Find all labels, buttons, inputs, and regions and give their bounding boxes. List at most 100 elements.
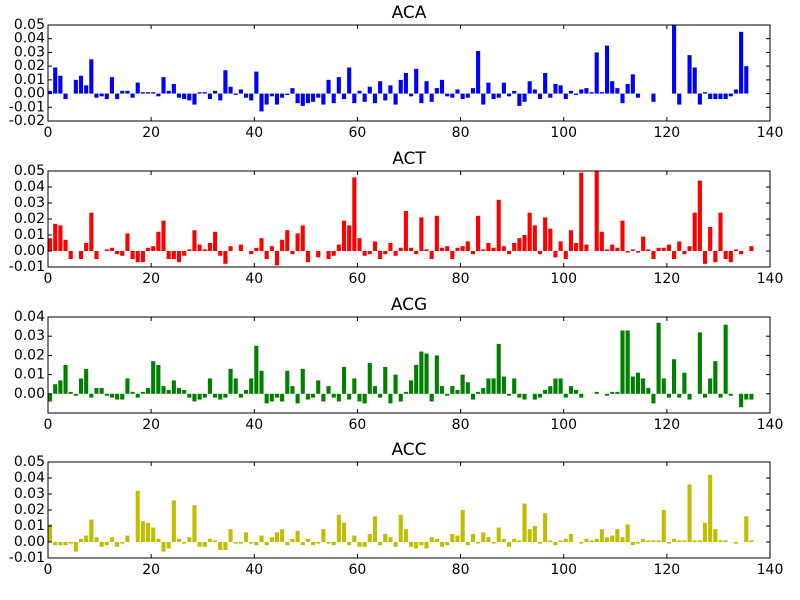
y-tick-label: 0.00: [14, 86, 45, 102]
bar: [739, 393, 744, 408]
bar: [316, 380, 321, 394]
bar: [522, 393, 527, 400]
bar: [336, 77, 341, 94]
bar: [697, 180, 702, 251]
bar: [630, 249, 635, 251]
bar: [486, 537, 491, 542]
bar: [89, 393, 94, 398]
bar: [651, 93, 656, 102]
bar: [429, 393, 434, 402]
bar: [548, 93, 553, 98]
bar: [599, 529, 604, 542]
bar: [388, 85, 393, 94]
x-tick-label: 0: [44, 125, 53, 141]
bar: [718, 540, 723, 542]
bar: [434, 355, 439, 394]
bar: [537, 251, 543, 255]
subplot: ACC -0.010.000.010.020.030.040.05 0 20 40 60 8…: [9, 440, 784, 578]
bar: [393, 542, 398, 547]
bar: [145, 247, 151, 251]
bar: [94, 93, 99, 98]
bar: [677, 540, 682, 542]
bar: [336, 244, 341, 251]
bar: [321, 529, 326, 542]
plot-frame: [47, 24, 771, 122]
bar: [316, 93, 321, 98]
bar: [579, 172, 584, 251]
subplot-title: ACT: [392, 149, 426, 169]
bar: [403, 73, 408, 94]
bar: [326, 386, 331, 394]
bar: [543, 513, 548, 542]
bar: [620, 93, 625, 104]
bar: [331, 251, 336, 256]
y-tick-label: 0.01: [14, 227, 45, 243]
bar: [166, 90, 171, 94]
bar: [326, 251, 331, 259]
bar: [63, 93, 68, 100]
bar: [501, 82, 506, 94]
bar: [305, 538, 310, 542]
bar: [331, 542, 336, 546]
bar: [151, 246, 156, 251]
bar: [202, 393, 207, 398]
bar: [739, 251, 744, 255]
bar: [584, 538, 589, 542]
y-tick-label: 0.01: [14, 367, 45, 383]
bar: [697, 540, 702, 542]
bar: [182, 93, 187, 100]
bar: [594, 52, 599, 94]
bar: [584, 244, 589, 251]
bar: [115, 393, 120, 400]
bar: [171, 83, 176, 94]
bar: [383, 251, 388, 255]
bar: [207, 93, 212, 100]
bar: [68, 391, 73, 394]
bar: [218, 542, 223, 550]
bar: [68, 542, 73, 544]
y-tick-label: 0.01: [14, 518, 45, 534]
bar: [568, 386, 573, 394]
bar: [522, 235, 527, 251]
bar: [465, 542, 470, 546]
bar: [424, 81, 429, 94]
bar: [347, 542, 352, 546]
bar: [728, 93, 733, 97]
bar: [156, 538, 161, 542]
bar: [398, 79, 403, 94]
bar: [455, 89, 460, 94]
bar: [341, 93, 347, 100]
x-tick-label: 140: [757, 417, 784, 433]
bar: [187, 249, 192, 251]
bar: [604, 537, 610, 542]
x-tick-label: 0: [44, 271, 53, 287]
bar: [383, 534, 388, 542]
bar: [574, 243, 579, 251]
bar: [233, 378, 238, 394]
bar: [672, 251, 677, 259]
bar: [486, 378, 491, 394]
bar: [264, 393, 269, 404]
bar: [692, 212, 697, 251]
bar: [352, 177, 357, 251]
bar: [393, 93, 398, 105]
bar: [192, 393, 197, 402]
bar: [553, 251, 558, 258]
x-tick-label: 100: [550, 562, 577, 578]
bar: [496, 93, 501, 98]
bar: [476, 391, 481, 394]
bar: [604, 393, 610, 396]
bar: [269, 537, 274, 542]
bar: [496, 527, 501, 542]
bar: [424, 542, 429, 549]
bar: [615, 391, 620, 394]
bar: [589, 540, 594, 542]
bar: [718, 212, 723, 251]
bar: [99, 542, 104, 547]
bar: [182, 251, 187, 256]
bar: [125, 233, 130, 251]
bar: [166, 251, 171, 259]
subplot-title: ACA: [392, 3, 427, 23]
bar: [321, 393, 326, 402]
bar: [599, 92, 604, 94]
